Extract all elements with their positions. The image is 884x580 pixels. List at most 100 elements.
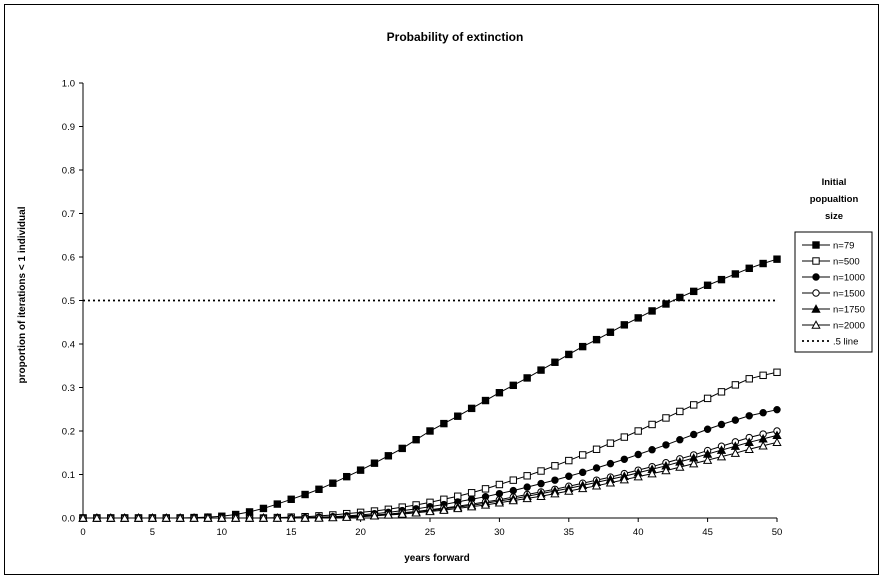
data-point [633, 471, 643, 481]
y-tick-label: 1.0 [62, 79, 75, 90]
legend-item-.5 line: .5 line [802, 337, 858, 348]
x-tick-label: 5 [150, 527, 155, 538]
data-point [481, 396, 490, 405]
data-point [606, 328, 615, 336]
series-line [83, 371, 778, 519]
data-point [244, 513, 255, 522]
data-point [744, 444, 754, 453]
y-tick-label: 0.4 [62, 340, 75, 351]
data-point [509, 381, 517, 390]
legend-label: n=500 [833, 257, 860, 268]
data-point [231, 513, 241, 522]
data-point [454, 412, 462, 420]
legend-label: n=79 [833, 241, 854, 252]
data-point [758, 440, 768, 450]
y-tick-label: 0.3 [62, 383, 75, 394]
legend-item-n=79: n=79 [802, 241, 854, 252]
data-point [509, 476, 517, 484]
data-point [634, 427, 642, 435]
legend-label: n=1500 [833, 289, 865, 300]
data-point [773, 405, 781, 414]
data-point [259, 504, 268, 513]
data-point [578, 483, 588, 493]
data-point [203, 513, 213, 522]
data-point [564, 486, 574, 495]
data-point [717, 388, 726, 396]
data-point [286, 513, 296, 522]
data-point [258, 513, 269, 522]
y-tick-label: 0.9 [62, 122, 75, 133]
data-point [648, 446, 656, 454]
legend-swatch-marker [811, 320, 821, 329]
x-tick-label: 20 [355, 527, 366, 538]
legend-title-line-3: size [825, 211, 843, 222]
data-point [78, 513, 88, 522]
data-point [606, 439, 615, 447]
data-point [147, 513, 158, 522]
data-point [703, 281, 712, 289]
series-n=500 [79, 368, 781, 522]
data-point [272, 513, 282, 522]
data-point [662, 414, 670, 422]
data-point [92, 513, 102, 522]
data-point [551, 462, 559, 470]
data-point [773, 255, 781, 263]
data-point [495, 489, 504, 498]
legend-swatch-marker [812, 289, 820, 297]
data-point [508, 495, 518, 505]
legend-item-n=1000: n=1000 [802, 273, 865, 284]
data-point [523, 483, 531, 491]
data-point [467, 489, 476, 497]
data-point [398, 444, 406, 453]
data-point [314, 513, 324, 522]
x-tick-label: 30 [494, 527, 505, 538]
data-point [730, 448, 741, 457]
data-point [287, 495, 295, 503]
data-point [717, 420, 726, 429]
data-point [592, 464, 601, 472]
data-point [647, 468, 657, 478]
data-point [495, 480, 504, 489]
chart-title: Probability of extinction [387, 30, 524, 44]
data-point [440, 419, 448, 428]
series-n=79 [79, 255, 781, 522]
data-point [425, 506, 435, 516]
data-point [522, 493, 532, 503]
data-point [301, 490, 309, 499]
data-point [592, 335, 601, 344]
x-tick-label: 35 [564, 527, 575, 538]
data-point [690, 430, 698, 439]
data-point [343, 472, 351, 481]
data-point [480, 500, 491, 509]
data-point [634, 314, 642, 322]
data-point [745, 264, 753, 273]
data-point [592, 445, 601, 453]
legend-title-line-1: Initial [822, 177, 847, 188]
x-tick-label: 45 [702, 527, 713, 538]
data-point [523, 374, 531, 382]
data-point [662, 300, 670, 308]
data-point [273, 500, 282, 508]
data-point [494, 497, 505, 507]
data-point [745, 375, 753, 383]
data-point [702, 455, 713, 464]
data-point [467, 404, 476, 413]
data-point [329, 479, 337, 487]
series-line [83, 258, 778, 519]
data-point [620, 321, 629, 329]
data-point [731, 416, 740, 424]
data-point [675, 462, 685, 471]
data-point [384, 452, 393, 460]
data-point [731, 270, 740, 278]
data-point [690, 401, 698, 409]
y-tick-label: 0.2 [62, 427, 75, 438]
data-point [565, 456, 573, 465]
data-point [716, 451, 727, 461]
data-point [773, 368, 781, 376]
data-point [731, 381, 740, 389]
legend-items: n=79 n=500 n=1000 n=1500 n=1750 n=2000 .5 line [802, 241, 865, 348]
legend-label: n=1000 [833, 273, 865, 284]
y-tick-label: 0.8 [62, 166, 75, 177]
legend-label: n=2000 [833, 321, 865, 332]
data-point [703, 425, 712, 433]
